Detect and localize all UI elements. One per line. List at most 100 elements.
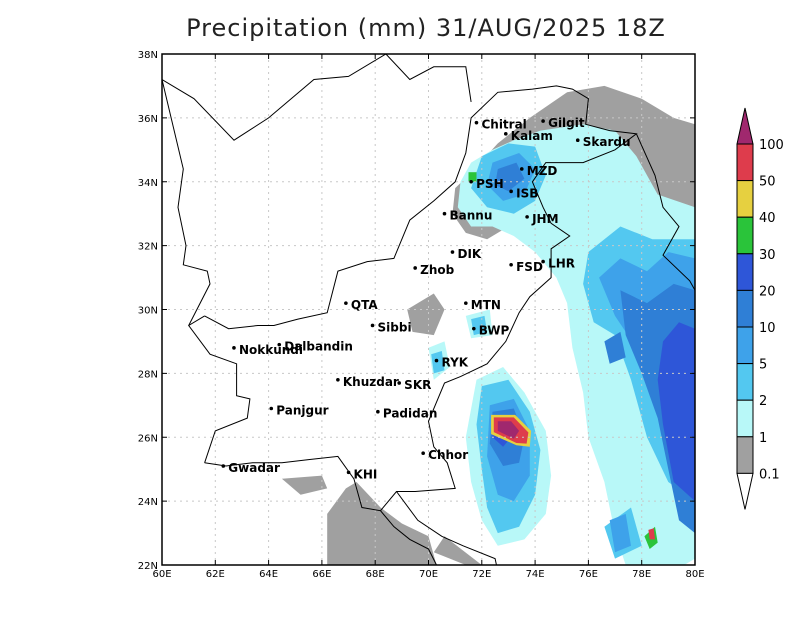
city-dot-icon <box>509 189 513 194</box>
city-label: SKR <box>404 378 431 392</box>
city-dot-icon <box>376 409 380 414</box>
city-mtn: MTN <box>464 298 501 312</box>
precip-dry_gray-area <box>327 482 437 565</box>
city-dot-icon <box>525 215 529 219</box>
city-label: Bannu <box>449 209 492 223</box>
border-line <box>635 133 695 291</box>
city-dot-icon <box>232 346 236 350</box>
city-dot-icon <box>472 326 476 331</box>
city-dot-icon <box>397 381 401 385</box>
legend-color-box <box>736 289 754 328</box>
precip-blue2-area <box>495 162 525 192</box>
city-dot-icon <box>370 323 375 328</box>
x-tick-label: 62E <box>206 569 225 580</box>
city-dot-icon <box>450 250 455 254</box>
city-label: RYK <box>441 356 468 370</box>
city-label: BWP <box>479 324 510 338</box>
city-label: FSD <box>516 260 543 274</box>
city-dot-icon <box>421 451 425 456</box>
city-nokkundi: Nokkundi <box>232 343 303 357</box>
city-dik: DIK <box>450 247 482 261</box>
city-chhor: Chhor <box>421 448 468 462</box>
city-label: Gwadar <box>228 461 280 475</box>
city-label: Zhob <box>420 263 454 277</box>
precip-dry_gray-area <box>433 536 482 565</box>
precip-cyan-area <box>471 315 488 336</box>
city-label: Skardu <box>583 135 631 149</box>
y-tick-label: 22N <box>138 561 158 572</box>
legend-color-box <box>736 326 754 365</box>
legend-label: 10 <box>759 321 776 336</box>
y-tick-label: 30N <box>138 306 158 317</box>
city-dot-icon <box>344 301 348 305</box>
y-tick-label: 34N <box>138 178 158 189</box>
city-dot-icon <box>541 119 545 123</box>
city-dot-icon <box>509 262 513 267</box>
city-label: Sibbi <box>378 320 412 334</box>
y-tick-label: 32N <box>138 242 158 253</box>
city-chitral: Chitral <box>474 118 527 132</box>
city-label: MZD <box>527 164 558 178</box>
border-line <box>380 510 437 565</box>
y-tick-label: 24N <box>138 497 158 508</box>
legend-color-box <box>736 180 754 218</box>
city-bannu: Bannu <box>442 209 492 223</box>
city-sibbi: Sibbi <box>370 320 412 334</box>
legend-label: 2 <box>759 394 767 409</box>
city-psh: PSH <box>469 177 504 191</box>
legend-label: 50 <box>759 175 776 190</box>
x-tick-label: 78E <box>632 569 651 580</box>
precip-green-area <box>468 172 477 182</box>
x-tick-label: 80E <box>685 569 704 580</box>
city-label: DIK <box>457 247 481 261</box>
border-line <box>396 491 497 565</box>
border-line <box>187 315 251 463</box>
city-label: PSH <box>476 177 503 191</box>
color-legend: 100 50 40 30 20 10 5 2 1 0.1 <box>736 107 784 510</box>
city-mzd: MZD <box>519 164 558 178</box>
precip-dry_gray-area <box>407 293 445 336</box>
city-dot-icon <box>469 179 473 184</box>
city-skr: SKR <box>397 378 431 392</box>
city-padidan: Padidan <box>376 407 437 421</box>
legend-color-box <box>736 253 754 291</box>
legend-label: 30 <box>759 248 776 263</box>
precip-blue2-area <box>604 331 626 364</box>
city-dot-icon <box>336 377 340 382</box>
city-dalbandin: Dalbandin <box>277 340 353 354</box>
x-tick-label: 70E <box>419 569 438 580</box>
city-khuzdar: Khuzdar <box>336 375 399 389</box>
x-tick-label: 76E <box>579 569 598 580</box>
city-label: ISB <box>516 186 538 200</box>
country-borders <box>162 54 695 565</box>
city-label: Dalbandin <box>284 340 353 354</box>
y-tick-label: 36N <box>138 114 158 125</box>
city-dot-icon <box>541 259 545 264</box>
x-tick-label: 68E <box>366 569 385 580</box>
legend-under-triangle <box>736 472 754 510</box>
city-dot-icon <box>434 358 439 363</box>
legend-label: 5 <box>759 358 767 373</box>
legend-over-triangle <box>736 107 754 145</box>
precip-red-area <box>648 528 655 540</box>
city-dot-icon <box>221 464 226 468</box>
legend-color-box <box>736 436 754 474</box>
city-skardu: Skardu <box>575 135 631 149</box>
border-line <box>204 85 638 512</box>
x-tick-label: 60E <box>152 569 171 580</box>
city-label: JHM <box>531 212 558 226</box>
x-tick-label: 72E <box>472 569 491 580</box>
legend-label: 0.1 <box>759 467 780 482</box>
axis-ticks: 60E 62E 64E 66E 68E 70E 72E 74E 76E 78E 80E 22N 24N 2… <box>138 50 705 580</box>
city-kalam: Kalam <box>503 129 553 143</box>
city-dot-icon <box>442 211 447 216</box>
graticule <box>162 54 695 565</box>
city-lhr: LHR <box>541 257 575 271</box>
precip-magenta-area <box>497 421 520 439</box>
city-label: Nokkundi <box>239 343 303 357</box>
legend-label: 40 <box>759 211 776 226</box>
city-zhob: Zhob <box>413 263 455 277</box>
city-dot-icon <box>277 342 282 347</box>
legend-color-box <box>736 363 754 401</box>
